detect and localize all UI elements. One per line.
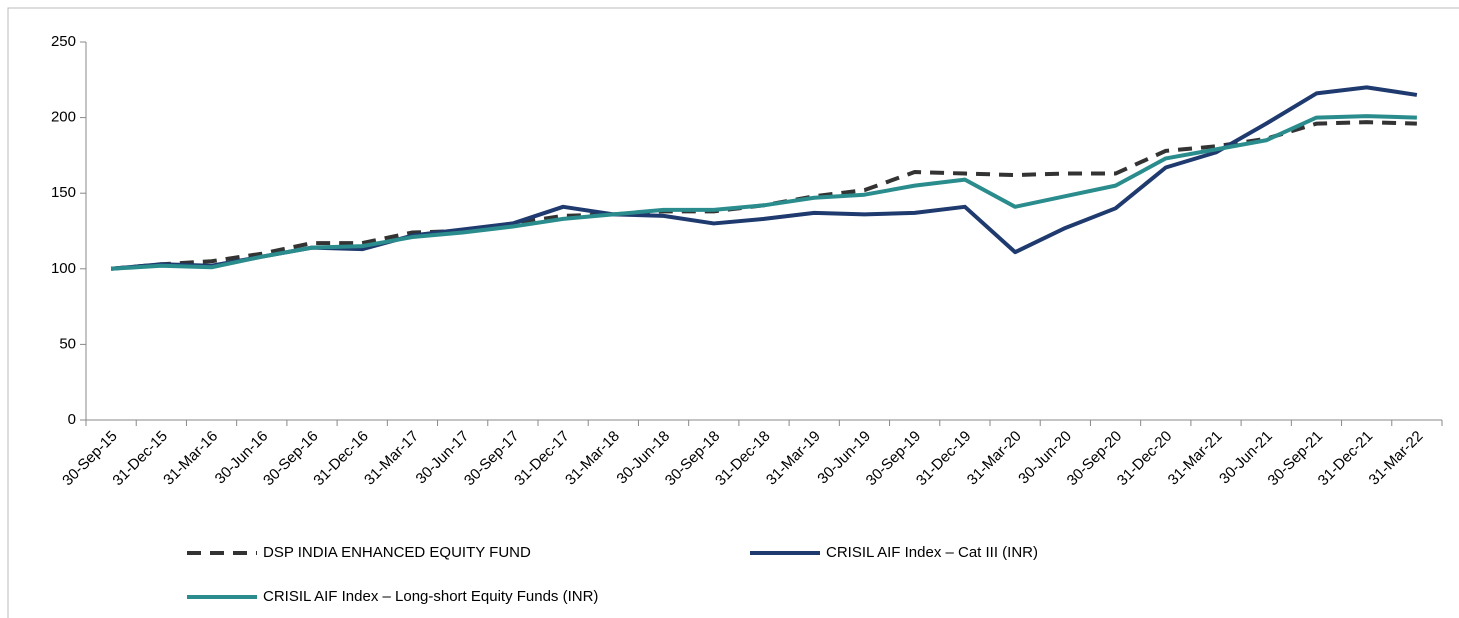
x-tick-label: 31-Dec-16	[310, 428, 372, 490]
y-tick-label: 100	[51, 260, 76, 277]
y-tick-label: 250	[51, 33, 76, 50]
y-tick-label: 150	[51, 184, 76, 201]
x-tick-label: 31-Mar-22	[1366, 428, 1427, 489]
y-tick-label: 0	[68, 411, 76, 428]
x-tick-label: 31-Dec-21	[1315, 428, 1377, 490]
x-tick-label: 31-Mar-21	[1165, 428, 1226, 489]
x-tick-label: 31-Mar-19	[763, 428, 824, 489]
x-tick-label: 31-Dec-17	[511, 428, 573, 490]
y-tick-label: 50	[59, 335, 76, 352]
frame	[7, 7, 1459, 618]
x-tick-label: 31-Mar-16	[160, 428, 221, 489]
legend-label: DSP INDIA ENHANCED EQUITY FUND	[263, 544, 531, 561]
x-tick-label: 31-Dec-15	[109, 428, 171, 490]
legend-label: CRISIL AIF Index – Cat III (INR)	[826, 544, 1038, 561]
x-tick-label: 31-Dec-20	[1114, 428, 1176, 490]
x-tick-label: 31-Dec-18	[712, 428, 774, 490]
legend-label: CRISIL AIF Index – Long-short Equity Fun…	[263, 588, 598, 605]
series-line	[110, 114, 1417, 271]
series-line	[110, 85, 1418, 271]
x-tick-label: 31-Mar-18	[562, 428, 623, 489]
x-tick-label: 31-Mar-17	[361, 428, 422, 489]
y-tick-label: 200	[51, 109, 76, 126]
x-tick-label: 31-Dec-19	[913, 428, 975, 490]
x-tick-label: 31-Mar-20	[964, 428, 1025, 489]
